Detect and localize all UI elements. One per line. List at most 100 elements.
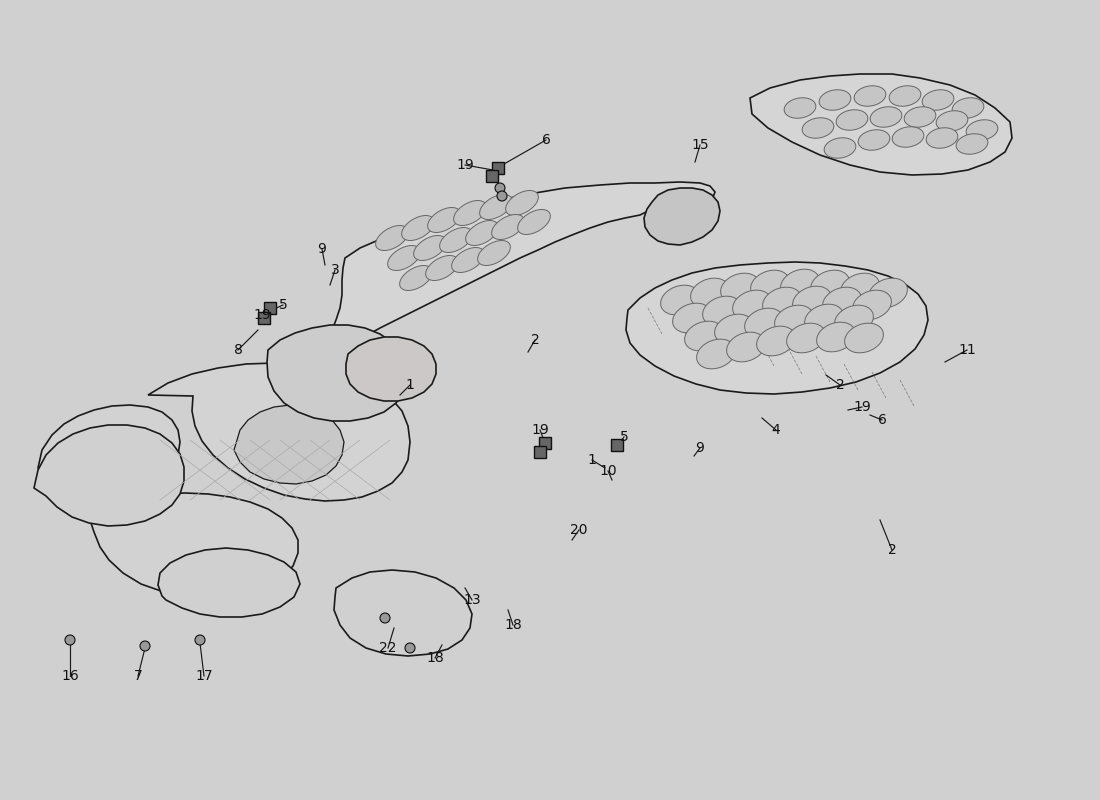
Ellipse shape	[956, 134, 988, 154]
Text: 16: 16	[62, 669, 79, 683]
Ellipse shape	[684, 321, 724, 351]
Ellipse shape	[691, 278, 729, 308]
Polygon shape	[148, 363, 410, 501]
Circle shape	[195, 635, 205, 645]
Ellipse shape	[845, 323, 883, 353]
Bar	[534, 446, 546, 458]
Ellipse shape	[870, 106, 902, 127]
Ellipse shape	[375, 226, 408, 250]
Ellipse shape	[804, 304, 844, 334]
Ellipse shape	[757, 326, 795, 356]
Ellipse shape	[892, 126, 924, 147]
Polygon shape	[626, 262, 928, 394]
Ellipse shape	[696, 339, 736, 369]
Ellipse shape	[784, 98, 816, 118]
Ellipse shape	[824, 138, 856, 158]
Ellipse shape	[820, 90, 851, 110]
Ellipse shape	[453, 201, 486, 226]
Ellipse shape	[402, 215, 434, 241]
Circle shape	[379, 613, 390, 623]
Text: 4: 4	[771, 423, 780, 437]
Text: 19: 19	[253, 308, 271, 322]
Bar	[539, 437, 551, 449]
Ellipse shape	[720, 273, 759, 303]
Ellipse shape	[661, 285, 700, 315]
Ellipse shape	[727, 332, 766, 362]
Ellipse shape	[904, 106, 936, 127]
Text: 17: 17	[195, 669, 212, 683]
Ellipse shape	[869, 278, 907, 308]
Ellipse shape	[926, 128, 958, 148]
Text: 1: 1	[587, 453, 596, 467]
Text: 9: 9	[695, 441, 704, 455]
Bar	[492, 162, 504, 174]
Text: 5: 5	[278, 298, 287, 312]
Ellipse shape	[793, 286, 832, 316]
Ellipse shape	[672, 303, 712, 333]
Text: 13: 13	[463, 593, 481, 607]
Ellipse shape	[762, 287, 802, 317]
Ellipse shape	[715, 314, 754, 344]
Text: 2: 2	[888, 543, 896, 557]
Polygon shape	[267, 325, 408, 421]
Polygon shape	[334, 570, 472, 656]
Circle shape	[495, 183, 505, 193]
Ellipse shape	[811, 270, 849, 300]
Ellipse shape	[852, 290, 891, 320]
Ellipse shape	[836, 110, 868, 130]
Ellipse shape	[786, 323, 825, 353]
Text: 10: 10	[600, 464, 617, 478]
Ellipse shape	[426, 255, 459, 281]
Ellipse shape	[889, 86, 921, 106]
Text: 2: 2	[836, 378, 845, 392]
Ellipse shape	[492, 214, 525, 239]
Text: 22: 22	[379, 641, 397, 655]
Text: 3: 3	[331, 263, 340, 277]
Ellipse shape	[440, 227, 472, 253]
Ellipse shape	[703, 296, 741, 326]
Polygon shape	[644, 188, 721, 245]
Circle shape	[405, 643, 415, 653]
Polygon shape	[34, 425, 184, 526]
Ellipse shape	[452, 247, 484, 273]
Ellipse shape	[428, 207, 461, 233]
Ellipse shape	[966, 120, 998, 140]
Ellipse shape	[750, 270, 790, 300]
Text: 9: 9	[318, 242, 327, 256]
Ellipse shape	[399, 266, 432, 290]
Ellipse shape	[953, 98, 983, 118]
Text: 15: 15	[691, 138, 708, 152]
Ellipse shape	[733, 290, 771, 320]
Ellipse shape	[858, 130, 890, 150]
Polygon shape	[39, 405, 180, 498]
Ellipse shape	[835, 305, 873, 335]
Text: 19: 19	[456, 158, 474, 172]
Ellipse shape	[781, 269, 820, 299]
Text: 1: 1	[406, 378, 415, 392]
Polygon shape	[158, 548, 300, 617]
Text: 18: 18	[504, 618, 521, 632]
Ellipse shape	[922, 90, 954, 110]
Ellipse shape	[414, 235, 447, 261]
Polygon shape	[346, 337, 436, 401]
Ellipse shape	[936, 110, 968, 131]
Text: 19: 19	[854, 400, 871, 414]
Bar	[264, 302, 276, 314]
Bar	[258, 312, 270, 324]
Ellipse shape	[387, 246, 420, 270]
Text: 18: 18	[426, 651, 444, 665]
Ellipse shape	[854, 86, 886, 106]
Circle shape	[497, 191, 507, 201]
Text: 5: 5	[619, 430, 628, 444]
Polygon shape	[90, 493, 298, 598]
Ellipse shape	[816, 322, 856, 352]
Text: 20: 20	[570, 523, 587, 537]
Circle shape	[65, 635, 75, 645]
Text: 7: 7	[133, 669, 142, 683]
Text: 6: 6	[541, 133, 550, 147]
Text: 11: 11	[958, 343, 976, 357]
Ellipse shape	[506, 190, 538, 215]
Bar	[610, 439, 623, 451]
Text: 19: 19	[531, 423, 549, 437]
Bar	[486, 170, 498, 182]
